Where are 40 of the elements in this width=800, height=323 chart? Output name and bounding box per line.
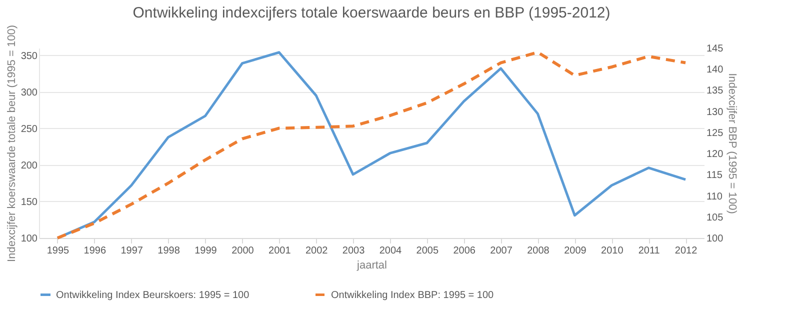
x-tick-label: 2006: [453, 246, 476, 256]
x-tick-label: 2003: [342, 246, 366, 256]
x-tick-label: 2000: [232, 246, 254, 256]
y-tick-label: 350: [20, 50, 38, 62]
legend-label: Ontwikkeling Index BBP: 1995 = 100: [331, 290, 494, 301]
x-tick-label: 1998: [158, 246, 180, 256]
x-tick-label: 2012: [674, 246, 698, 256]
y2-tick-label: 110: [706, 191, 723, 202]
x-tick-label: 2001: [268, 246, 292, 256]
y2-tick-label: 125: [706, 128, 724, 139]
x-tick-label: 1997: [120, 246, 144, 256]
x-tick-label: 1999: [194, 246, 218, 256]
x-tick-label: 2010: [601, 246, 624, 256]
y-tick-label: 100: [20, 234, 38, 244]
y2-tick-label: 145: [706, 44, 724, 54]
x-tick-label: 2005: [416, 246, 439, 256]
x-tick-label: 1996: [84, 246, 106, 256]
legend-label: Ontwikkeling Index Beurskoers: 1995 = 100: [56, 290, 250, 301]
y2-tick-label: 140: [706, 64, 724, 76]
x-tick-label: 2004: [379, 246, 402, 256]
x-tick-label: 2007: [490, 246, 513, 256]
chart-title: Ontwikkeling indexcijfers totale koerswaarde beurs en BBP (1995-2012): [132, 4, 610, 22]
x-tick-label: 2008: [527, 246, 550, 256]
y-axis-title: Indexcijfer koerswaarde totale beur (1995 = 100): [6, 25, 18, 262]
y2-axis-title: Indexcijfer BBP (1995 = 100): [726, 73, 738, 214]
y-tick-label: 300: [20, 87, 38, 98]
x-axis-title: jaartal: [356, 260, 387, 272]
y2-tick-label: 115: [706, 170, 723, 182]
y-tick-label: 200: [20, 160, 38, 172]
x-tick-label: 2002: [305, 246, 328, 256]
y2-tick-label: 130: [706, 106, 724, 118]
y2-tick-label: 105: [706, 212, 724, 224]
y-tick-label: 250: [20, 124, 38, 135]
y2-tick-label: 120: [706, 149, 724, 160]
y2-tick-label: 135: [706, 86, 724, 97]
x-tick-label: 1995: [46, 246, 70, 256]
y-tick-label: 150: [20, 196, 38, 208]
x-tick-label: 2011: [638, 246, 660, 256]
y2-tick-label: 100: [706, 234, 724, 244]
x-tick-label: 2009: [564, 246, 587, 256]
